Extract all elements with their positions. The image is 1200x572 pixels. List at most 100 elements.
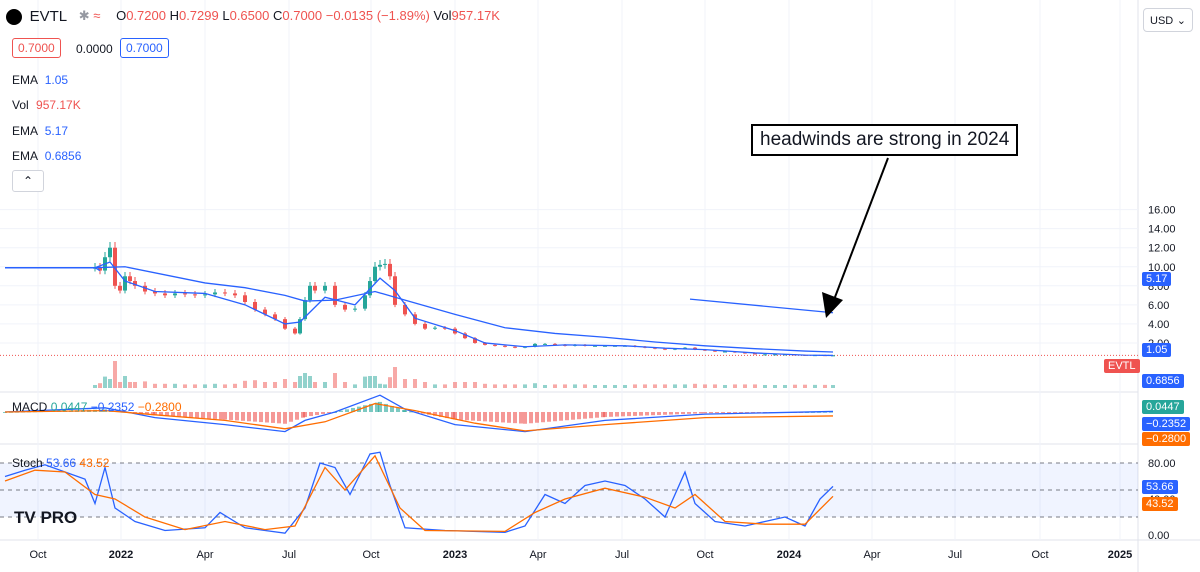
collapse-legend-button[interactable]: ⌃ bbox=[12, 170, 44, 192]
volume-bar bbox=[783, 385, 787, 388]
stoch-legend[interactable]: Stoch 53.66 43.52 bbox=[12, 456, 110, 470]
candle-body bbox=[831, 355, 835, 357]
volume-bar bbox=[383, 384, 387, 388]
macd-histogram-bar bbox=[265, 412, 269, 423]
volume-bar bbox=[483, 383, 487, 388]
macd-histogram-bar bbox=[541, 412, 545, 423]
candle-body bbox=[378, 264, 382, 267]
macd-histogram-bar bbox=[715, 412, 719, 414]
candle-body bbox=[213, 292, 217, 295]
currency-label: USD bbox=[1150, 15, 1174, 27]
tag-macd3: −0.2800 bbox=[1142, 432, 1191, 446]
bid-box[interactable]: 0.7000 bbox=[12, 38, 61, 58]
time-tick-label: 2024 bbox=[777, 549, 802, 561]
compare-icon[interactable]: ≈ bbox=[93, 8, 101, 23]
volume-bar bbox=[523, 384, 527, 388]
price-tick-label: 14.00 bbox=[1148, 224, 1176, 236]
price-tick-label: 16.00 bbox=[1148, 205, 1176, 217]
volume-bar bbox=[303, 373, 307, 388]
volume-bar bbox=[243, 380, 247, 388]
stoch-tick-label: 80.00 bbox=[1148, 458, 1176, 470]
macd-histogram-bar bbox=[139, 412, 143, 414]
candle-body bbox=[593, 345, 597, 347]
currency-selector[interactable]: USD ⌄ bbox=[1143, 8, 1193, 32]
candle-body bbox=[308, 285, 312, 301]
volume-bar bbox=[98, 383, 102, 388]
volume-bar bbox=[283, 379, 287, 388]
macd-histogram-bar bbox=[565, 412, 569, 421]
macd-histogram-bar bbox=[745, 412, 749, 413]
macd-histogram-bar bbox=[627, 412, 631, 417]
volume-bar bbox=[413, 379, 417, 388]
time-tick-label: Apr bbox=[529, 549, 546, 561]
candle-body bbox=[443, 327, 447, 329]
macd-histogram-bar bbox=[559, 412, 563, 421]
volume-bar bbox=[393, 367, 397, 388]
macd-histogram-bar bbox=[219, 412, 223, 420]
macd-histogram-bar bbox=[669, 412, 673, 415]
macd-histogram-bar bbox=[303, 412, 307, 418]
legend-ema-1[interactable]: EMA 1.05 bbox=[12, 73, 69, 87]
high-label: H bbox=[169, 8, 179, 23]
chart-settings-icon[interactable]: ✱ bbox=[78, 8, 90, 23]
macd-legend[interactable]: MACD 0.0447 −0.2352 −0.2800 bbox=[12, 400, 182, 414]
macd-histogram-bar bbox=[295, 412, 299, 420]
candle-body bbox=[503, 345, 507, 347]
candle-body bbox=[413, 314, 417, 324]
macd-histogram-bar bbox=[519, 412, 523, 424]
macd-histogram-bar bbox=[681, 412, 685, 415]
tag-macd2: −0.2352 bbox=[1142, 417, 1191, 431]
price-tick-label: 6.00 bbox=[1148, 300, 1169, 312]
volume-bar bbox=[703, 384, 707, 388]
macd-histogram-bar bbox=[663, 412, 667, 415]
macd-histogram-bar bbox=[721, 412, 725, 414]
volume-bar bbox=[118, 382, 122, 388]
legend-vol[interactable]: Vol 957.17K bbox=[12, 98, 81, 112]
ask-box[interactable]: 0.7000 bbox=[120, 38, 169, 58]
candle-body bbox=[353, 308, 357, 310]
volume-bar bbox=[183, 384, 187, 388]
volume-bar bbox=[388, 377, 392, 388]
macd-histogram-bar bbox=[739, 412, 743, 413]
macd-histogram-bar bbox=[315, 412, 319, 416]
candle-body bbox=[243, 295, 247, 302]
candle-body bbox=[493, 344, 497, 346]
stoch-k-line bbox=[4, 451, 834, 534]
volume-bar bbox=[823, 384, 827, 388]
volume-bar bbox=[153, 383, 157, 388]
candle-body bbox=[193, 294, 197, 296]
candle-body bbox=[173, 293, 177, 296]
volume-bar bbox=[733, 384, 737, 388]
legend-ema-3[interactable]: EMA 0.6856 bbox=[12, 149, 82, 163]
macd-histogram-bar bbox=[699, 412, 703, 414]
macd-histogram-bar bbox=[595, 412, 599, 418]
volume-bar bbox=[103, 376, 107, 388]
chevron-down-icon: ⌄ bbox=[1176, 15, 1186, 27]
volume-bar bbox=[403, 379, 407, 388]
volume-bar bbox=[673, 384, 677, 388]
candle-body bbox=[223, 292, 227, 294]
volume-bar bbox=[373, 376, 377, 388]
legend-ema-2[interactable]: EMA 5.17 bbox=[12, 124, 69, 138]
macd-histogram-bar bbox=[609, 412, 613, 417]
volume-bar bbox=[563, 384, 567, 388]
volume-bar bbox=[133, 382, 137, 388]
macd-histogram-bar bbox=[571, 412, 575, 420]
volume-bar bbox=[603, 385, 607, 388]
volume-bar bbox=[293, 382, 297, 388]
macd-histogram-bar bbox=[459, 412, 463, 420]
candle-body bbox=[403, 304, 407, 315]
macd-histogram-bar bbox=[378, 401, 382, 412]
tag-ema-long: 5.17 bbox=[1142, 272, 1172, 286]
candle-body bbox=[323, 285, 327, 291]
stoch-d-line bbox=[4, 454, 834, 533]
ohlc-values: O0.7200 H0.7299 L0.6500 C0.7000 −0.0135 … bbox=[116, 8, 500, 23]
annotation-box: headwinds are strong in 2024 bbox=[751, 124, 1019, 156]
macd-histogram-bar bbox=[145, 412, 149, 415]
macd-histogram-bar bbox=[495, 412, 499, 423]
time-tick-label: Oct bbox=[696, 549, 713, 561]
macd-histogram-bar bbox=[633, 412, 637, 416]
tag-stoch-k: 53.66 bbox=[1142, 480, 1178, 494]
symbol-name[interactable]: EVTL bbox=[29, 8, 68, 26]
